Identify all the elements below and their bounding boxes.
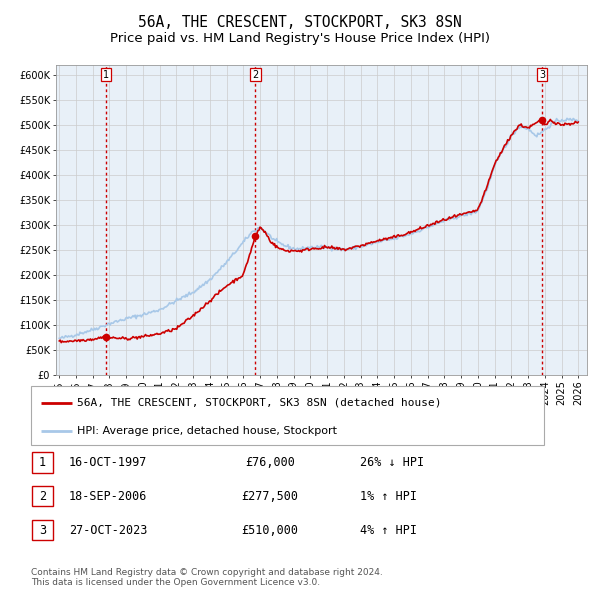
Text: 16-OCT-1997: 16-OCT-1997 [69, 456, 148, 469]
Text: £76,000: £76,000 [245, 456, 295, 469]
Text: HPI: Average price, detached house, Stockport: HPI: Average price, detached house, Stoc… [77, 426, 337, 435]
Text: Price paid vs. HM Land Registry's House Price Index (HPI): Price paid vs. HM Land Registry's House … [110, 32, 490, 45]
Text: 2: 2 [39, 490, 46, 503]
Text: 27-OCT-2023: 27-OCT-2023 [69, 524, 148, 537]
Text: 1: 1 [103, 70, 109, 80]
Text: £510,000: £510,000 [241, 524, 299, 537]
Text: 1% ↑ HPI: 1% ↑ HPI [360, 490, 417, 503]
Text: 56A, THE CRESCENT, STOCKPORT, SK3 8SN: 56A, THE CRESCENT, STOCKPORT, SK3 8SN [138, 15, 462, 30]
Text: 18-SEP-2006: 18-SEP-2006 [69, 490, 148, 503]
Text: 3: 3 [39, 524, 46, 537]
Text: Contains HM Land Registry data © Crown copyright and database right 2024.
This d: Contains HM Land Registry data © Crown c… [31, 568, 383, 587]
Text: 2: 2 [253, 70, 259, 80]
Text: 56A, THE CRESCENT, STOCKPORT, SK3 8SN (detached house): 56A, THE CRESCENT, STOCKPORT, SK3 8SN (d… [77, 398, 442, 408]
Text: 3: 3 [539, 70, 545, 80]
Text: 4% ↑ HPI: 4% ↑ HPI [360, 524, 417, 537]
Text: 1: 1 [39, 456, 46, 469]
Text: £277,500: £277,500 [241, 490, 299, 503]
Text: 26% ↓ HPI: 26% ↓ HPI [360, 456, 424, 469]
